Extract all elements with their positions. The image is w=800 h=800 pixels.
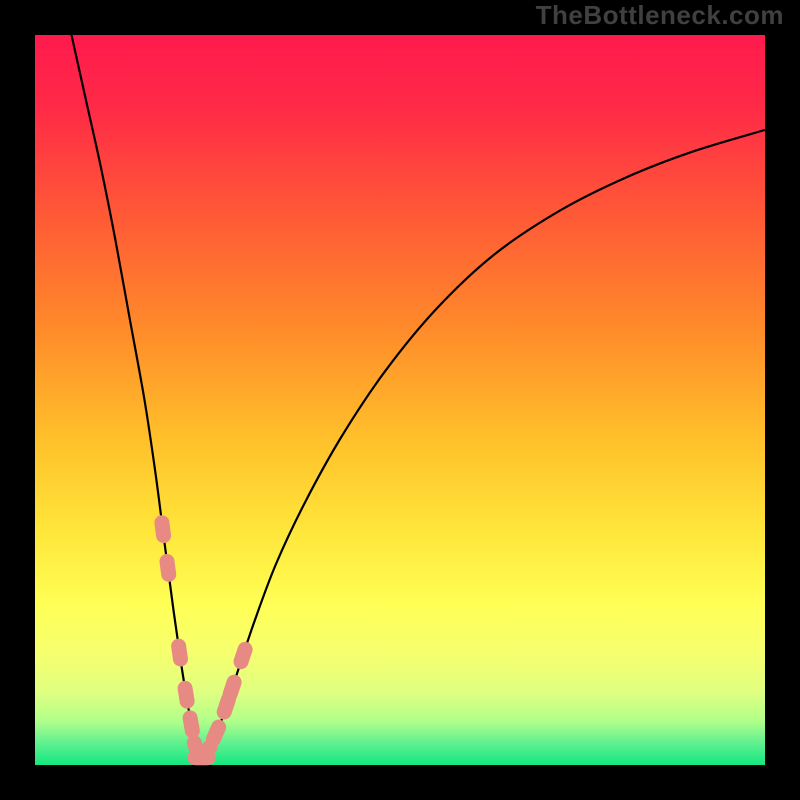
watermark-text: TheBottleneck.com bbox=[536, 0, 784, 31]
bottleneck-chart bbox=[0, 0, 800, 800]
